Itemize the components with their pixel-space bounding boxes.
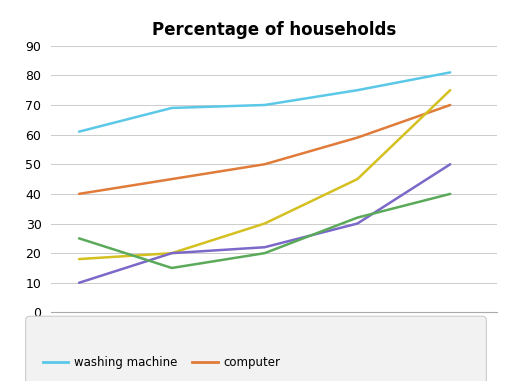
Legend: phone, Internet, DVD player: phone, Internet, DVD player [37,375,324,381]
Title: Percentage of households: Percentage of households [152,21,396,38]
